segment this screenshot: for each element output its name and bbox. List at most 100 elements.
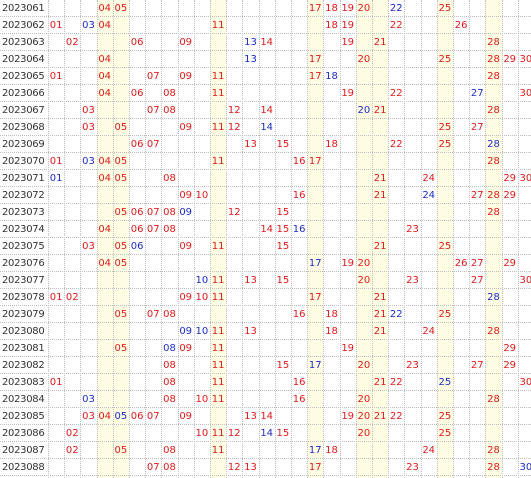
blue-number-cell: 17 <box>308 258 322 269</box>
red-number-cell: 26 <box>454 258 468 269</box>
blue-number-cell: 27 <box>470 88 484 99</box>
red-number-cell: 19 <box>341 411 355 422</box>
red-number-cell: 10 <box>195 428 209 439</box>
blue-number-cell: 10 <box>195 326 209 337</box>
period-label: 2023080 <box>2 326 45 337</box>
blue-number-cell: 03 <box>82 394 95 405</box>
red-number-cell: 23 <box>406 275 419 286</box>
red-number-cell: 07 <box>146 224 160 235</box>
period-label: 2023061 <box>2 3 45 14</box>
period-label: 2023087 <box>2 445 45 456</box>
red-number-cell: 05 <box>114 343 128 354</box>
red-number-cell: 04 <box>98 88 112 99</box>
highlight-column-band <box>307 0 324 478</box>
blue-number-cell: 17 <box>308 445 322 456</box>
grid-column-line <box>372 0 373 478</box>
highlight-column-band <box>372 0 389 478</box>
red-number-cell: 09 <box>179 343 193 354</box>
red-number-cell: 24 <box>422 445 436 456</box>
red-number-cell: 27 <box>470 360 484 371</box>
grid-column-line <box>113 0 114 478</box>
red-number-cell: 25 <box>438 122 452 133</box>
red-number-cell: 05 <box>114 173 128 184</box>
red-number-cell: 19 <box>341 88 355 99</box>
grid-row-line <box>0 67 531 68</box>
red-number-cell: 25 <box>438 309 452 320</box>
red-number-cell: 29 <box>503 343 517 354</box>
red-number-cell: 03 <box>82 105 95 116</box>
red-number-cell: 19 <box>341 258 355 269</box>
red-number-cell: 04 <box>98 71 112 82</box>
red-number-cell: 15 <box>276 360 290 371</box>
red-number-cell: 21 <box>373 105 387 116</box>
grid-column-line <box>291 0 292 478</box>
blue-number-cell: 08 <box>163 343 176 354</box>
red-number-cell: 20 <box>357 411 371 422</box>
grid-row-line <box>0 424 531 425</box>
red-number-cell: 06 <box>130 88 144 99</box>
red-number-cell: 02 <box>65 292 79 303</box>
red-number-cell: 08 <box>163 394 176 405</box>
period-label: 2023081 <box>2 343 45 354</box>
red-number-cell: 13 <box>244 326 257 337</box>
red-number-cell: 04 <box>98 3 112 14</box>
red-number-cell: 20 <box>357 360 371 371</box>
grid-row-line <box>0 16 531 17</box>
red-number-cell: 08 <box>163 445 176 456</box>
red-number-cell: 30 <box>519 275 531 286</box>
red-number-cell: 16 <box>292 309 306 320</box>
red-number-cell: 05 <box>114 241 128 252</box>
red-number-cell: 04 <box>98 156 112 167</box>
grid-column-line <box>469 0 470 478</box>
blue-number-cell: 20 <box>357 105 371 116</box>
red-number-cell: 18 <box>325 20 338 31</box>
red-number-cell: 07 <box>146 71 160 82</box>
red-number-cell: 05 <box>114 156 128 167</box>
blue-number-cell: 13 <box>244 37 257 48</box>
grid-column-line <box>404 0 405 478</box>
grid-column-line <box>518 0 519 478</box>
red-number-cell: 06 <box>130 37 144 48</box>
blue-number-cell: 14 <box>260 428 274 439</box>
red-number-cell: 11 <box>211 326 225 337</box>
grid-column-line <box>64 0 65 478</box>
grid-row-line <box>0 305 531 306</box>
red-number-cell: 21 <box>373 377 387 388</box>
grid-row-line <box>0 186 531 187</box>
red-number-cell: 04 <box>98 173 112 184</box>
grid-column-line <box>48 0 49 478</box>
grid-row-line <box>0 390 531 391</box>
grid-row-line <box>0 33 531 34</box>
red-number-cell: 08 <box>163 207 176 218</box>
grid-row-line <box>0 118 531 119</box>
red-number-cell: 25 <box>438 411 452 422</box>
red-number-cell: 24 <box>422 326 436 337</box>
red-number-cell: 15 <box>276 224 290 235</box>
period-label: 2023083 <box>2 377 45 388</box>
period-label: 2023076 <box>2 258 45 269</box>
period-label: 2023069 <box>2 139 45 150</box>
red-number-cell: 13 <box>244 139 257 150</box>
red-number-cell: 04 <box>98 258 112 269</box>
period-label: 2023063 <box>2 37 45 48</box>
red-number-cell: 15 <box>276 241 290 252</box>
red-number-cell: 16 <box>292 394 306 405</box>
grid-row-line <box>0 373 531 374</box>
period-label: 2023079 <box>2 309 45 320</box>
red-number-cell: 12 <box>227 207 241 218</box>
red-number-cell: 28 <box>487 207 500 218</box>
red-number-cell: 11 <box>211 360 225 371</box>
blue-number-cell: 03 <box>82 20 95 31</box>
red-number-cell: 16 <box>292 190 306 201</box>
blue-number-cell: 17 <box>308 360 322 371</box>
red-number-cell: 06 <box>130 207 144 218</box>
red-number-cell: 05 <box>114 445 128 456</box>
period-label: 2023084 <box>2 394 45 405</box>
grid-column-line <box>340 0 341 478</box>
red-number-cell: 06 <box>130 224 144 235</box>
grid-row-line <box>0 271 531 272</box>
grid-column-line <box>485 0 486 478</box>
red-number-cell: 27 <box>470 190 484 201</box>
red-number-cell: 30 <box>519 173 531 184</box>
highlight-column-band <box>112 0 129 478</box>
